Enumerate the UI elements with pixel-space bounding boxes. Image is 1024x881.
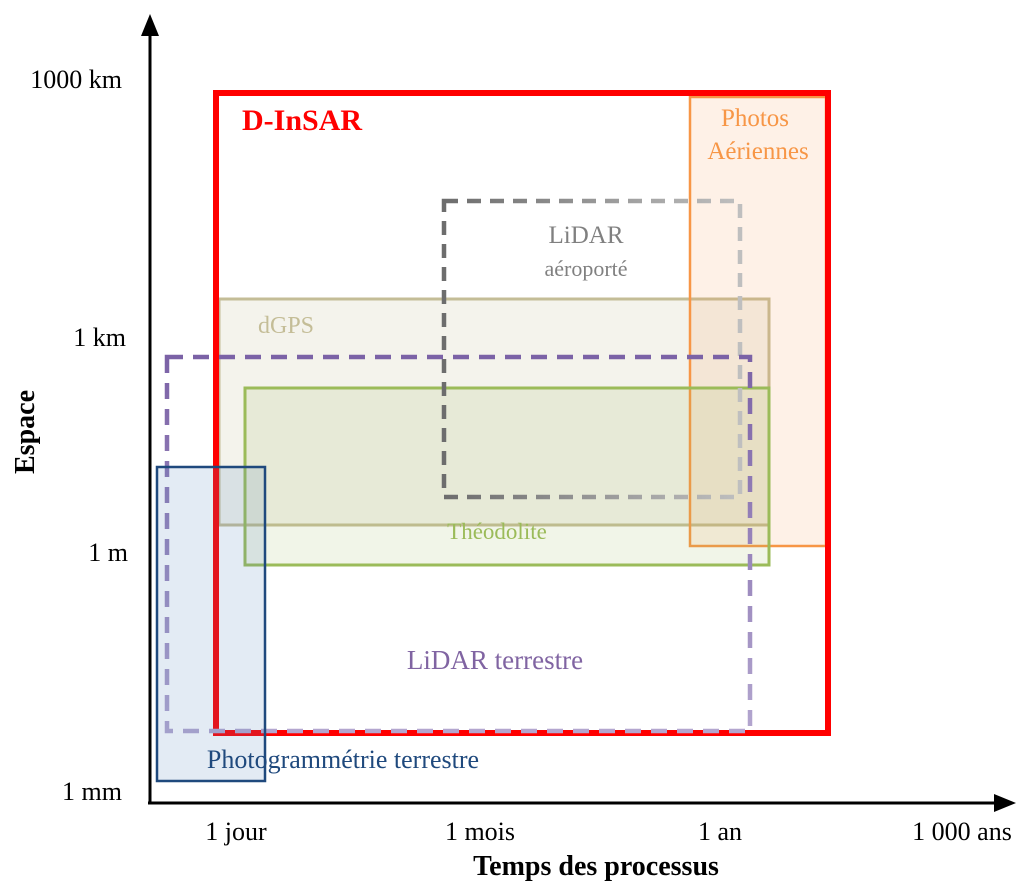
photos-aeriennes-region — [688, 95, 828, 548]
x-tick-1mois: 1 mois — [445, 817, 515, 846]
x-tick-1000ans: 1 000 ans — [912, 817, 1012, 846]
theodolite-label: Théodolite — [447, 519, 547, 544]
lidar-aeroporte-label-line2: aéroporté — [544, 256, 627, 281]
dinsar-label: D-InSAR — [242, 104, 362, 137]
dgps-region — [217, 297, 771, 527]
photos-label-line2: Aériennes — [707, 138, 808, 165]
lidar-terrestre-label: LiDAR terrestre — [407, 645, 583, 675]
y-tick-1m: 1 m — [88, 538, 128, 567]
y-axis-arrowhead — [141, 14, 159, 36]
y-axis-title: Espace — [10, 390, 41, 474]
y-tick-1000km: 1000 km — [30, 65, 122, 94]
x-axis-arrowhead — [994, 794, 1016, 812]
dgps-label: dGPS — [258, 313, 314, 339]
lidar-aeroporte-region — [441, 198, 743, 500]
theodolite-region — [243, 386, 771, 567]
lidar-terrestre-region — [164, 354, 753, 734]
photogrammetrie-region — [155, 465, 267, 783]
axes — [141, 14, 1016, 812]
x-tick-1an: 1 an — [698, 817, 742, 846]
y-tick-1km: 1 km — [73, 323, 126, 352]
x-axis-title: Temps des processus — [473, 851, 719, 881]
x-tick-1jour: 1 jour — [205, 817, 267, 846]
photos-label-line1: Photos — [721, 105, 789, 132]
lidar-aeroporte-label-line1: LiDAR — [549, 222, 624, 249]
photogrammetrie-label: Photogrammétrie terrestre — [207, 745, 479, 774]
y-tick-1mm: 1 mm — [62, 777, 122, 806]
